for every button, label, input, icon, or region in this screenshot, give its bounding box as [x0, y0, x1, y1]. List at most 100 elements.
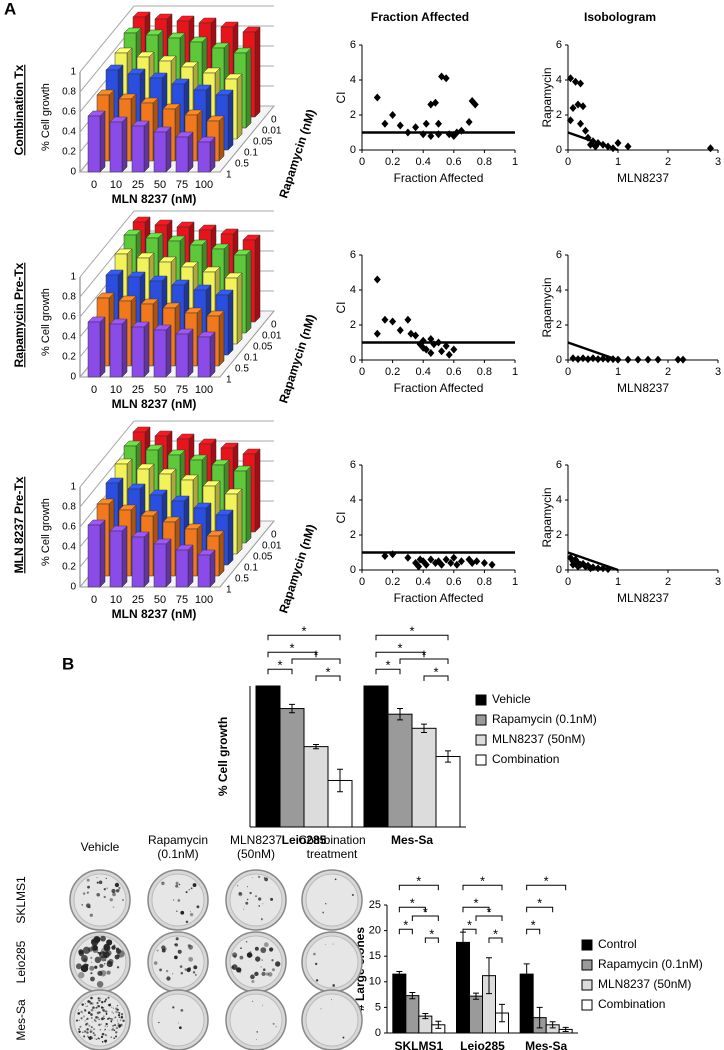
point — [435, 119, 442, 128]
point — [427, 335, 435, 343]
x-tick-label: Leio285 — [282, 833, 327, 847]
y-tick-label: 0.2 — [62, 352, 76, 363]
colony — [86, 1022, 89, 1025]
x-tick-label: 0.6 — [446, 156, 461, 168]
error-bar — [289, 703, 295, 714]
colony — [188, 889, 190, 891]
colony — [106, 939, 113, 946]
colony — [250, 974, 255, 980]
z-tick-label: 1 — [226, 170, 232, 181]
x-tick-label: 0 — [91, 384, 97, 396]
plate-rim — [151, 993, 205, 1047]
colony — [185, 920, 189, 924]
colony — [94, 1038, 96, 1040]
point — [457, 557, 465, 566]
colony — [106, 1017, 110, 1020]
colony — [180, 910, 185, 915]
column-label: Vehicle — [81, 840, 120, 854]
grid-line — [79, 5, 135, 73]
point — [674, 355, 682, 364]
y-tick-label: 2 — [350, 529, 356, 541]
y-tick-label: 1 — [70, 272, 76, 283]
point — [488, 560, 496, 569]
z-axis-label: Rapamycin (nM) — [276, 313, 318, 405]
colony — [103, 895, 106, 899]
colony — [175, 884, 179, 888]
grid-line — [79, 420, 135, 488]
colony — [117, 1021, 119, 1023]
significance-label: * — [403, 918, 408, 933]
y-tick-label: 0.6 — [62, 107, 76, 118]
point — [594, 564, 602, 573]
z-tick-label: 0.05 — [253, 552, 273, 563]
point — [427, 349, 435, 357]
z-tick-label: 1 — [226, 585, 232, 596]
legend-label: Combination — [492, 752, 559, 766]
z-tick-label: 0.1 — [244, 353, 258, 364]
colony — [243, 908, 245, 910]
colony — [247, 886, 249, 888]
y-axis-label: Rapamycin — [540, 67, 554, 127]
x-tick-label: 0.4 — [416, 366, 431, 378]
colony — [82, 1031, 84, 1033]
y-axis-label: CI — [334, 512, 348, 524]
row-label: Leio285 — [14, 940, 28, 983]
significance-label: * — [423, 904, 428, 919]
bar — [387, 713, 413, 828]
x-tick-label: 0.2 — [385, 366, 400, 378]
colony — [80, 1010, 83, 1014]
colony — [175, 937, 179, 941]
row-title: Rapamycin Pre-Tx — [12, 262, 26, 367]
point — [373, 329, 381, 338]
significance-label: * — [531, 918, 536, 933]
colony — [187, 967, 192, 971]
x-tick-label: 1 — [615, 576, 621, 588]
colony — [263, 877, 266, 879]
point — [473, 557, 481, 566]
bar — [175, 549, 189, 588]
bar — [153, 329, 167, 378]
y-tick-label: 4 — [350, 284, 356, 296]
x-tick-label: 0 — [565, 576, 571, 588]
colony — [178, 883, 181, 886]
colony — [261, 1004, 264, 1006]
bar — [456, 941, 470, 1034]
significance-label: * — [325, 664, 330, 679]
x-tick-label: 0 — [359, 156, 365, 168]
significance-label: * — [429, 926, 434, 941]
bar — [197, 336, 211, 378]
colony — [105, 1022, 108, 1025]
error-bar — [397, 708, 403, 721]
colony — [117, 950, 125, 958]
x-tick-label: 0 — [565, 156, 571, 168]
row-label: Mes-Sa — [14, 999, 28, 1041]
y-tick-label: 0 — [70, 372, 76, 383]
colony — [79, 1025, 82, 1028]
colony — [263, 942, 269, 948]
colony — [98, 880, 103, 885]
legend-label: MLN8237 (50nM) — [598, 977, 691, 991]
colony — [114, 882, 120, 888]
bar-side — [165, 324, 172, 378]
bar-side — [227, 289, 234, 356]
significance-bracket — [462, 884, 503, 891]
point — [644, 355, 652, 364]
y-tick-label: 20 — [369, 925, 381, 937]
colony — [351, 893, 354, 897]
colony — [110, 1018, 112, 1020]
point — [567, 116, 574, 125]
x-tick-label: 3 — [715, 156, 721, 168]
colony — [188, 944, 193, 950]
significance-label: * — [409, 624, 414, 639]
bar — [131, 125, 145, 173]
legend-swatch — [475, 754, 487, 766]
colony — [275, 961, 281, 967]
legend-swatch — [581, 999, 593, 1011]
colony — [101, 1032, 105, 1036]
y-axis-label: CI — [334, 92, 348, 104]
colony — [272, 1022, 275, 1025]
significance-label: * — [493, 926, 498, 941]
colony — [114, 1038, 116, 1040]
colony — [88, 906, 91, 909]
colony — [90, 1016, 93, 1019]
